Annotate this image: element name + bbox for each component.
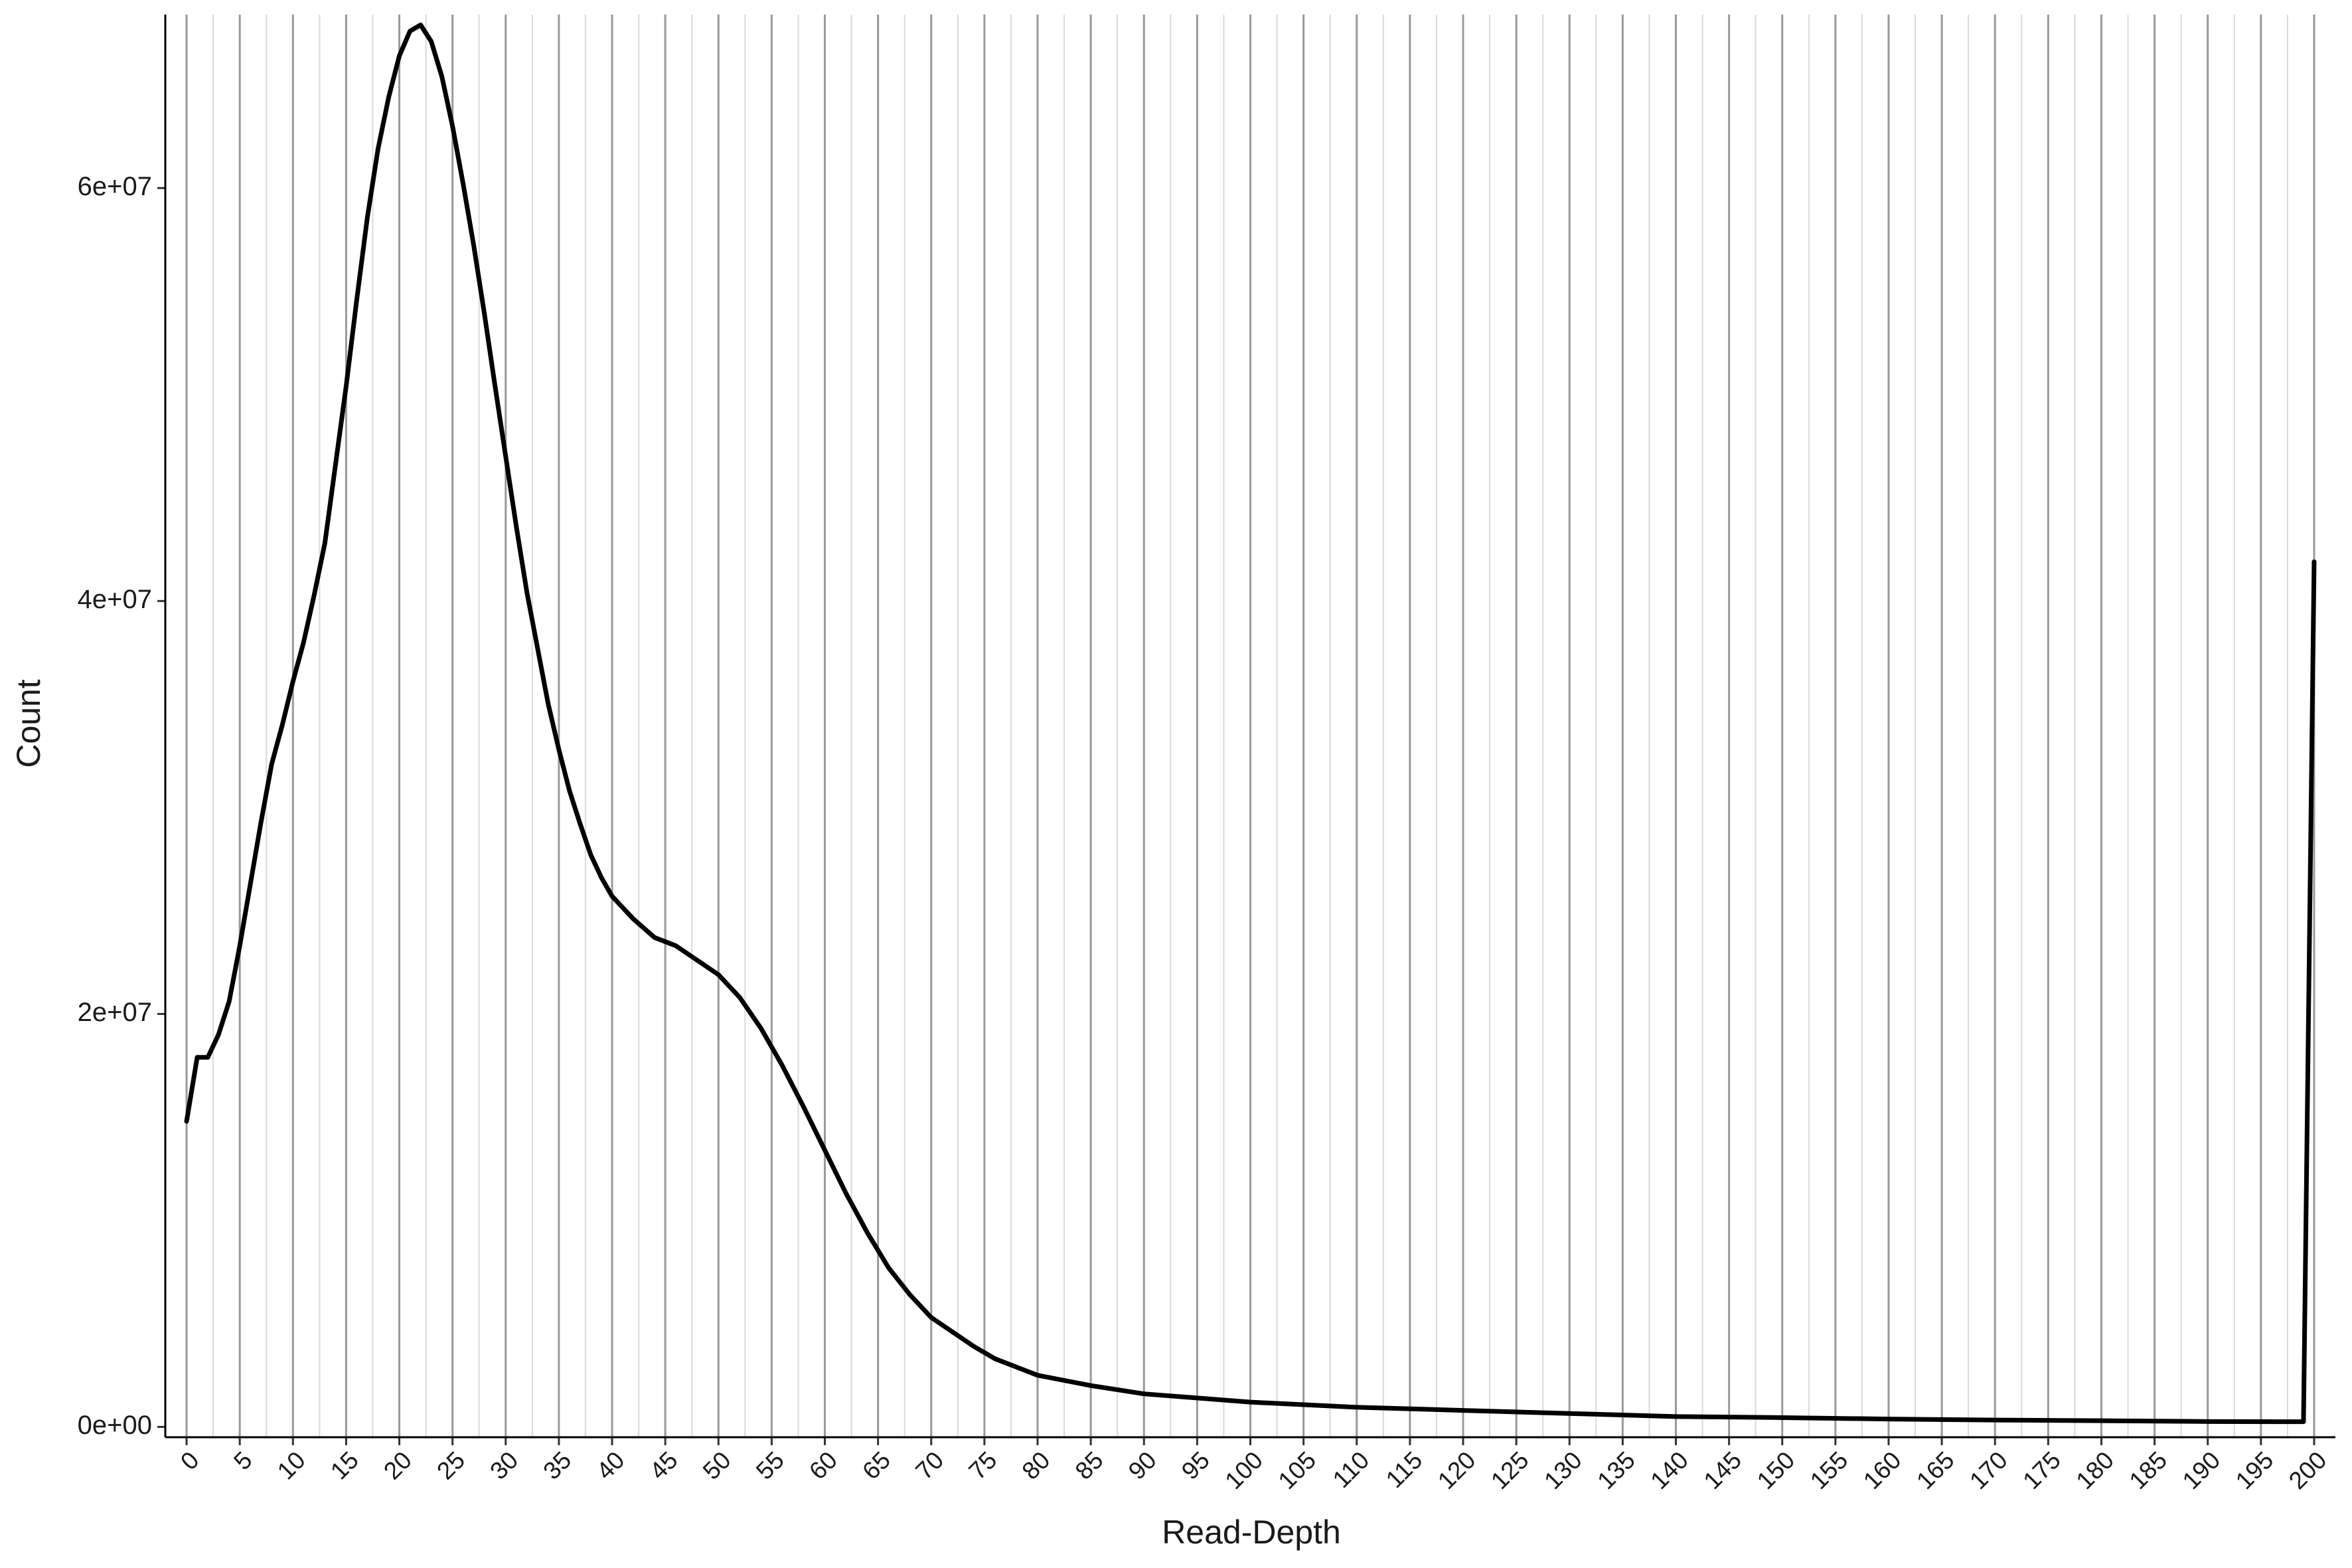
x-tick-label: 160 bbox=[1858, 1447, 1907, 1495]
x-tick-label: 90 bbox=[1123, 1447, 1162, 1485]
data-line bbox=[184, 23, 2317, 1425]
x-tick-label: 180 bbox=[2071, 1447, 2119, 1495]
x-tick-label: 25 bbox=[431, 1447, 470, 1485]
x-tick-label: 170 bbox=[1964, 1447, 2013, 1495]
x-tick-label: 130 bbox=[1539, 1447, 1587, 1495]
x-tick-label: 65 bbox=[857, 1447, 896, 1485]
x-tick-label: 185 bbox=[2124, 1447, 2173, 1495]
x-tick-label: 165 bbox=[1911, 1447, 1960, 1495]
x-tick-label: 15 bbox=[325, 1447, 364, 1485]
x-tick-label: 10 bbox=[272, 1447, 311, 1485]
x-tick-label: 155 bbox=[1805, 1447, 1853, 1495]
x-tick-label: 40 bbox=[591, 1447, 630, 1485]
x-tick-label: 20 bbox=[378, 1447, 417, 1485]
x-tick-label: 95 bbox=[1176, 1447, 1215, 1485]
x-tick-label: 50 bbox=[698, 1447, 736, 1485]
x-tick-label: 150 bbox=[1752, 1447, 1800, 1495]
x-tick-label: 0 bbox=[175, 1447, 204, 1476]
x-axis-title: Read-Depth bbox=[1162, 1514, 1341, 1551]
x-tick-label: 55 bbox=[751, 1447, 789, 1485]
y-tick-label: 0e+00 bbox=[78, 1411, 152, 1440]
x-tick-label: 125 bbox=[1486, 1447, 1534, 1495]
x-tick-label: 190 bbox=[2177, 1447, 2226, 1495]
x-tick-label: 120 bbox=[1433, 1447, 1481, 1495]
x-tick-label: 60 bbox=[804, 1447, 842, 1485]
x-tick-label: 175 bbox=[2017, 1447, 2066, 1495]
x-tick-label: 45 bbox=[645, 1447, 683, 1485]
x-tick-label: 115 bbox=[1381, 1447, 1428, 1494]
y-tick-label: 2e+07 bbox=[78, 998, 152, 1027]
x-tick-label: 145 bbox=[1699, 1447, 1747, 1495]
y-axis-title: Count bbox=[10, 679, 47, 768]
x-tick-label: 5 bbox=[228, 1447, 258, 1476]
x-tick-label: 140 bbox=[1645, 1447, 1693, 1495]
x-tick-label: 30 bbox=[485, 1447, 523, 1485]
x-tick-label: 110 bbox=[1328, 1447, 1375, 1494]
x-tick-label: 195 bbox=[2231, 1447, 2279, 1495]
x-tick-label: 35 bbox=[538, 1447, 576, 1485]
x-tick-label: 70 bbox=[910, 1447, 949, 1485]
x-tick-label: 80 bbox=[1016, 1447, 1055, 1485]
x-tick-label: 75 bbox=[963, 1447, 1002, 1485]
x-tick-label: 105 bbox=[1273, 1447, 1322, 1495]
x-tick-label: 135 bbox=[1592, 1447, 1640, 1495]
y-tick-label: 6e+07 bbox=[78, 172, 152, 201]
x-tick-label: 85 bbox=[1070, 1447, 1109, 1485]
x-tick-label: 200 bbox=[2284, 1447, 2332, 1495]
x-tick-label: 100 bbox=[1219, 1447, 1268, 1495]
y-tick-label: 4e+07 bbox=[78, 585, 152, 614]
